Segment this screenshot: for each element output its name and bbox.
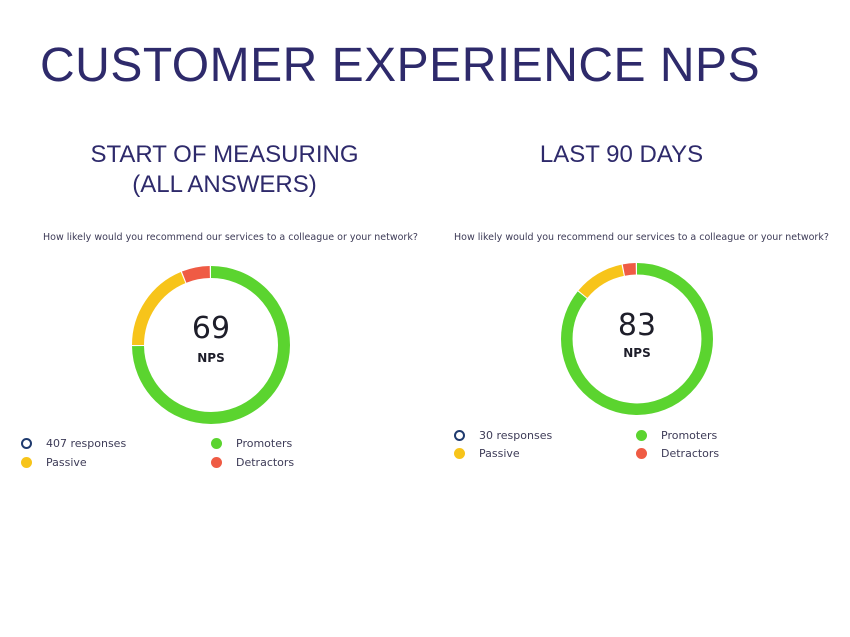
nps-donut-chart: 69 NPS (131, 265, 291, 425)
legend-promoters[interactable]: Promoters (636, 429, 717, 442)
legend-label: Promoters (661, 429, 718, 442)
promoters-dot-icon (211, 438, 222, 449)
nps-score: 69 (191, 311, 231, 346)
responses-dot-icon (454, 430, 465, 441)
donut-slice-detractors (561, 263, 713, 415)
donut-svg (561, 263, 713, 415)
survey-question: How likely would you recommend our servi… (454, 232, 829, 243)
panel-title-line: LAST 90 DAYS (539, 141, 704, 168)
legend-label: Detractors (661, 447, 720, 460)
legend-responses[interactable]: 407 responses (21, 437, 126, 450)
page-title: CUSTOMER EXPERIENCE NPS (40, 39, 761, 92)
legend-label: Detractors (236, 456, 295, 469)
passive-dot-icon (21, 457, 32, 468)
legend-detractors[interactable]: Detractors (211, 456, 294, 469)
legend-label: Passive (46, 456, 87, 469)
survey-question: How likely would you recommend our servi… (43, 232, 418, 243)
donut-slice-promoters (561, 263, 713, 415)
legend-label: Promoters (236, 437, 293, 450)
panel-title-line: START OF MEASURING (90, 141, 359, 168)
panel-title-line: (ALL ANSWERS) (132, 171, 317, 198)
donut-svg (132, 266, 290, 424)
nps-panel-start-of-measuring: START OF MEASURING (ALL ANSWERS) How lik… (21, 141, 418, 469)
legend-label: 30 responses (479, 429, 553, 442)
detractors-dot-icon (636, 448, 647, 459)
nps-panel-last-90-days: LAST 90 DAYS How likely would you recomm… (425, 0, 850, 637)
passive-dot-icon (454, 448, 465, 459)
donut-slice-promoters (132, 266, 290, 424)
nps-label: NPS (197, 351, 225, 365)
panel-title: START OF MEASURING (ALL ANSWERS) (12, 140, 437, 200)
nps-score: 83 (617, 308, 657, 343)
promoters-dot-icon (636, 430, 647, 441)
panel-title: LAST 90 DAYS (409, 140, 834, 170)
donut-slice-detractors (132, 266, 290, 424)
legend-label: Passive (479, 447, 520, 460)
legend-passive[interactable]: Passive (21, 456, 87, 469)
detractors-dot-icon (211, 457, 222, 468)
responses-dot-icon (21, 438, 32, 449)
legend-passive[interactable]: Passive (454, 447, 520, 460)
legend-label: 407 responses (46, 437, 127, 450)
donut-slice-passive (132, 266, 290, 424)
nps-label: NPS (623, 346, 651, 360)
nps-donut-chart: 83 NPS (560, 262, 714, 416)
legend-detractors[interactable]: Detractors (636, 447, 719, 460)
legend-promoters[interactable]: Promoters (211, 437, 292, 450)
legend-responses[interactable]: 30 responses (454, 429, 552, 442)
